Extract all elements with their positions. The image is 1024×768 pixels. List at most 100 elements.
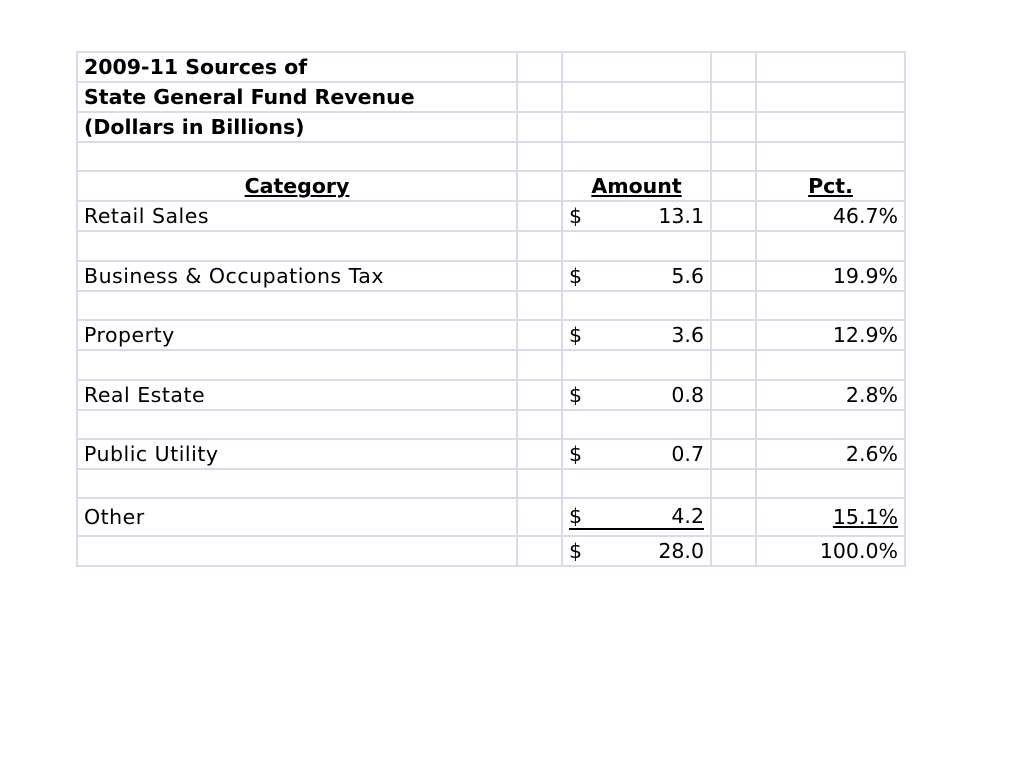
amount-cell[interactable]: $ 5.6 — [561, 259, 712, 292]
empty-cell[interactable] — [561, 51, 712, 83]
total-pct-cell[interactable]: 100.0% — [755, 535, 906, 568]
amount-value: 13.1 — [658, 204, 704, 229]
empty-cell[interactable] — [710, 378, 757, 411]
empty-cell[interactable] — [755, 81, 906, 113]
empty-cell[interactable] — [710, 535, 757, 568]
pct-cell[interactable]: 12.9% — [755, 319, 906, 352]
empty-cell[interactable] — [710, 51, 757, 83]
empty-cell[interactable] — [516, 200, 563, 233]
empty-cell[interactable] — [755, 349, 906, 381]
currency-symbol: $ — [569, 382, 583, 407]
empty-cell[interactable] — [516, 289, 563, 322]
empty-cell[interactable] — [755, 408, 906, 440]
empty-cell[interactable] — [561, 289, 712, 322]
empty-cell[interactable] — [516, 535, 563, 568]
empty-cell[interactable] — [516, 467, 563, 500]
empty-cell[interactable] — [755, 467, 906, 500]
empty-cell[interactable] — [710, 349, 757, 381]
empty-cell[interactable] — [710, 111, 757, 143]
empty-cell[interactable] — [516, 349, 563, 381]
empty-cell[interactable] — [710, 259, 757, 292]
empty-cell[interactable] — [76, 467, 518, 500]
empty-cell[interactable] — [710, 497, 757, 538]
amount-value: 4.2 — [671, 504, 704, 529]
category-cell[interactable]: Retail Sales — [76, 200, 518, 233]
empty-cell[interactable] — [755, 140, 906, 173]
empty-cell[interactable] — [710, 170, 757, 203]
empty-cell[interactable] — [516, 497, 563, 538]
empty-cell[interactable] — [561, 230, 712, 262]
category-cell[interactable]: Public Utility — [76, 437, 518, 470]
category-cell[interactable]: Other — [76, 497, 518, 538]
pct-value: 15.1% — [832, 505, 898, 530]
empty-cell[interactable] — [561, 81, 712, 113]
empty-cell[interactable] — [755, 230, 906, 262]
empty-cell[interactable] — [755, 289, 906, 322]
pct-cell[interactable]: 15.1% — [755, 497, 906, 538]
total-amount-cell[interactable]: $ 28.0 — [561, 535, 712, 568]
amount-cell[interactable]: $ 4.2 — [561, 497, 712, 538]
spacer-row — [76, 349, 906, 381]
empty-cell[interactable] — [516, 378, 563, 411]
empty-cell[interactable] — [561, 349, 712, 381]
empty-cell[interactable] — [561, 408, 712, 440]
empty-cell[interactable] — [755, 51, 906, 83]
empty-cell[interactable] — [76, 535, 518, 568]
empty-cell[interactable] — [710, 437, 757, 470]
empty-cell[interactable] — [710, 230, 757, 262]
empty-cell[interactable] — [710, 319, 757, 352]
amount-cell[interactable]: $ 3.6 — [561, 319, 712, 352]
empty-cell[interactable] — [76, 408, 518, 440]
pct-cell[interactable]: 46.7% — [755, 200, 906, 233]
empty-cell[interactable] — [710, 81, 757, 113]
spacer-row — [76, 467, 906, 500]
empty-cell[interactable] — [516, 319, 563, 352]
header-amount[interactable]: Amount — [561, 170, 712, 203]
amount-value: 3.6 — [671, 323, 704, 348]
currency-symbol: $ — [569, 441, 583, 466]
empty-cell[interactable] — [516, 111, 563, 143]
empty-cell[interactable] — [710, 289, 757, 322]
currency-symbol: $ — [569, 204, 583, 229]
pct-cell[interactable]: 2.8% — [755, 378, 906, 411]
empty-cell[interactable] — [516, 437, 563, 470]
empty-cell[interactable] — [516, 170, 563, 203]
empty-cell[interactable] — [710, 200, 757, 233]
empty-cell[interactable] — [516, 408, 563, 440]
category-cell[interactable]: Business & Occupations Tax — [76, 259, 518, 292]
amount-cell[interactable]: $ 0.8 — [561, 378, 712, 411]
empty-cell[interactable] — [561, 467, 712, 500]
total-amount-value: 28.0 — [658, 539, 704, 564]
total-row: $ 28.0 100.0% — [76, 535, 906, 568]
empty-cell[interactable] — [516, 259, 563, 292]
empty-cell[interactable] — [516, 230, 563, 262]
empty-cell[interactable] — [76, 140, 518, 173]
header-pct[interactable]: Pct. — [755, 170, 906, 203]
amount-cell[interactable]: $ 0.7 — [561, 437, 712, 470]
empty-cell[interactable] — [710, 467, 757, 500]
title-line-1[interactable]: 2009-11 Sources of — [76, 51, 518, 83]
empty-cell[interactable] — [516, 140, 563, 173]
header-row: Category Amount Pct. — [76, 170, 906, 203]
category-cell[interactable]: Property — [76, 319, 518, 352]
title-line-3[interactable]: (Dollars in Billions) — [76, 111, 518, 143]
empty-cell[interactable] — [755, 111, 906, 143]
empty-cell[interactable] — [516, 51, 563, 83]
empty-cell[interactable] — [710, 408, 757, 440]
empty-cell[interactable] — [516, 81, 563, 113]
table-row: Business & Occupations Tax $ 5.6 19.9% — [76, 259, 906, 292]
table-row: Property $ 3.6 12.9% — [76, 319, 906, 352]
category-cell[interactable]: Real Estate — [76, 378, 518, 411]
amount-cell[interactable]: $ 13.1 — [561, 200, 712, 233]
empty-cell[interactable] — [76, 349, 518, 381]
pct-cell[interactable]: 2.6% — [755, 437, 906, 470]
empty-cell[interactable] — [561, 111, 712, 143]
amount-value: 0.8 — [671, 382, 704, 407]
empty-cell[interactable] — [710, 140, 757, 173]
empty-cell[interactable] — [561, 140, 712, 173]
empty-cell[interactable] — [76, 230, 518, 262]
empty-cell[interactable] — [76, 289, 518, 322]
title-line-2[interactable]: State General Fund Revenue — [76, 81, 518, 113]
header-category[interactable]: Category — [76, 170, 518, 203]
pct-cell[interactable]: 19.9% — [755, 259, 906, 292]
